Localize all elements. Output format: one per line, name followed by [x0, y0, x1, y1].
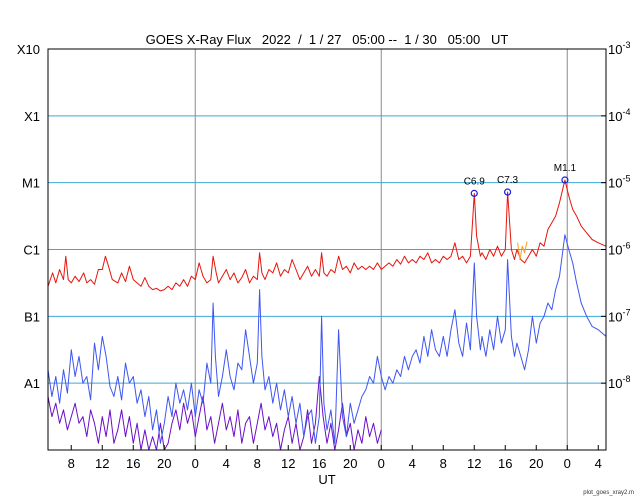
x-tick-label: 8	[254, 456, 261, 471]
class-label-m1: M1	[22, 176, 40, 191]
x-tick-label: 16	[312, 456, 326, 471]
left-axis-class-labels: X10 X1 M1 C1 B1 A1	[17, 42, 40, 391]
right-axis-flux-labels: 10-310-410-510-610-710-8	[601, 40, 630, 391]
class-label-b1: B1	[24, 309, 40, 324]
x-tick-label: 16	[498, 456, 512, 471]
flare-marker	[503, 188, 512, 196]
x-tick-label: 0	[564, 456, 571, 471]
x-tick-label: 8	[440, 456, 447, 471]
x-tick-label: 4	[409, 456, 416, 471]
series-line-0	[47, 179, 607, 292]
x-tick-label: 12	[95, 456, 109, 471]
x-tick-label: 20	[157, 456, 171, 471]
flare-label: C7.3	[497, 175, 519, 186]
x-tick-label: 4	[595, 456, 602, 471]
x-tick-label: 0	[378, 456, 385, 471]
flare-label: C6.9	[464, 176, 486, 187]
series-line-3	[47, 376, 382, 451]
day-boundary-lines	[194, 49, 568, 450]
x-tick-label: 4	[223, 456, 230, 471]
chart-title: GOES X-Ray Flux 2022 / 1 / 27 05:00 -- 1…	[146, 32, 509, 47]
x-tick-label: 0	[192, 456, 199, 471]
series-line-1	[517, 241, 528, 260]
x-tick-label: 12	[281, 456, 295, 471]
flare-marker	[470, 189, 478, 197]
footer-note: plot_goes_xray2.m	[583, 490, 634, 496]
flare-marker	[561, 176, 569, 184]
flare-markers: C6.9 C7.3 M1.1	[464, 163, 577, 197]
x-axis-ticks: 8 12 16 20 0 4 8 12 16 20 0 4 8 12 16 20 0 4	[68, 445, 602, 471]
gridlines	[48, 115, 606, 384]
x-axis-title: UT	[318, 472, 335, 487]
class-label-x1: X1	[24, 109, 40, 124]
series-line-2	[47, 234, 607, 444]
x-tick-label: 12	[467, 456, 481, 471]
x-tick-label: 8	[68, 456, 75, 471]
flare-label: M1.1	[554, 163, 577, 174]
class-label-x10: X10	[17, 42, 40, 57]
x-tick-label: 20	[529, 456, 543, 471]
x-tick-label: 16	[126, 456, 140, 471]
series-layer	[47, 179, 607, 451]
x-tick-label: 20	[343, 456, 357, 471]
class-label-a1: A1	[24, 376, 40, 391]
class-label-c1: C1	[23, 243, 40, 258]
